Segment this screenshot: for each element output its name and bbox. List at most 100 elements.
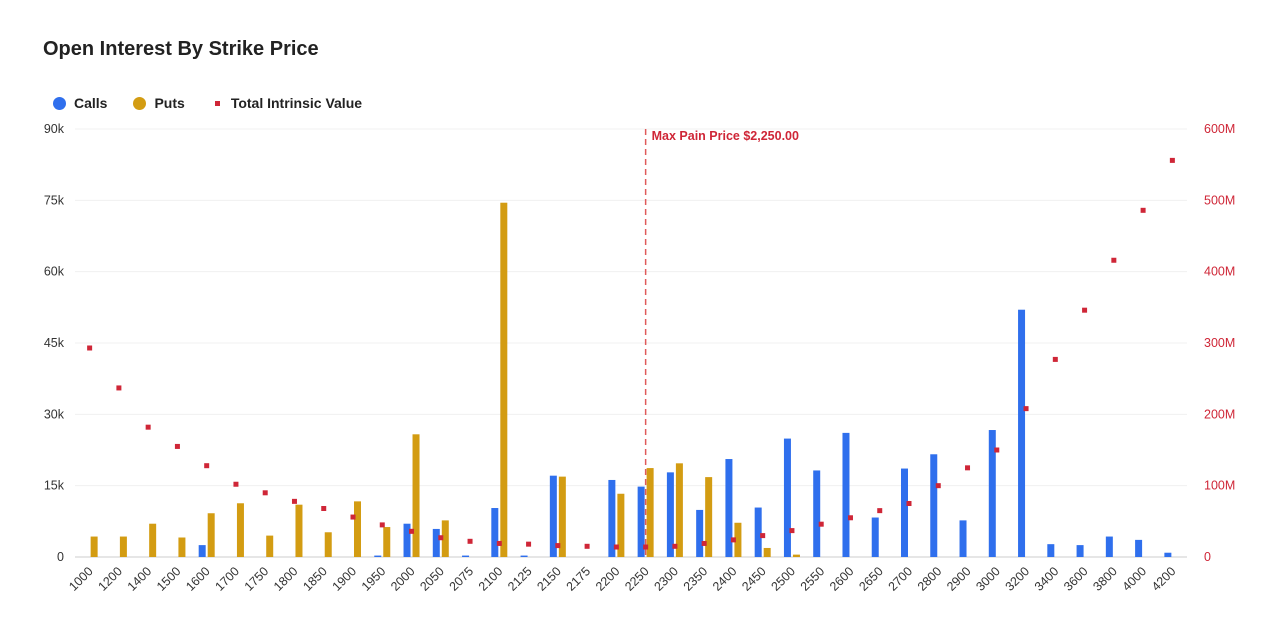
x-tick-label: 2500 — [769, 564, 799, 594]
point-intrinsic-value — [847, 515, 853, 521]
x-tick-label: 2600 — [827, 564, 857, 594]
x-tick-label: 1200 — [95, 564, 125, 594]
x-tick-label: 2450 — [739, 564, 769, 594]
bar-calls — [374, 555, 382, 557]
point-intrinsic-value — [116, 385, 122, 391]
point-intrinsic-value — [438, 535, 444, 541]
point-intrinsic-value — [1023, 406, 1029, 412]
x-tick-label: 2650 — [856, 564, 886, 594]
x-tick-label: 2050 — [417, 564, 447, 594]
bar-puts — [675, 463, 683, 557]
bar-puts — [236, 503, 244, 557]
point-intrinsic-value — [555, 543, 561, 549]
point-intrinsic-value — [994, 447, 1000, 453]
x-tick-label: 1600 — [183, 564, 213, 594]
point-intrinsic-value — [409, 528, 415, 534]
point-intrinsic-value — [379, 522, 385, 528]
bar-puts — [734, 522, 742, 557]
x-tick-label: 2100 — [476, 564, 506, 594]
x-tick-label: 1900 — [330, 564, 360, 594]
x-tick-label: 1750 — [242, 564, 272, 594]
bar-puts — [149, 523, 157, 557]
legend-intrinsic-label: Total Intrinsic Value — [230, 95, 363, 111]
x-tick-label: 2900 — [944, 564, 974, 594]
x-tick-label: 2075 — [447, 564, 477, 594]
bar-calls — [666, 472, 674, 557]
legend-item-puts[interactable]: Puts — [133, 95, 185, 111]
point-intrinsic-value — [760, 533, 766, 539]
bar-calls — [1018, 309, 1026, 557]
x-tick-label: 3400 — [1032, 564, 1062, 594]
x-tick-label: 3600 — [1061, 564, 1091, 594]
point-intrinsic-value — [1140, 207, 1146, 213]
y-left-tick-label: 0 — [57, 550, 64, 564]
point-intrinsic-value — [526, 541, 532, 547]
point-intrinsic-value — [643, 544, 649, 550]
y-right-tick-label: 100M — [1204, 479, 1235, 493]
bar-calls — [1164, 552, 1172, 557]
point-intrinsic-value — [321, 505, 327, 511]
point-intrinsic-value — [906, 501, 912, 506]
bar-calls — [901, 468, 908, 557]
x-tick-label: 3000 — [973, 564, 1003, 594]
bar-calls — [725, 459, 733, 557]
x-tick-label: 1000 — [66, 564, 96, 594]
bar-calls — [520, 555, 528, 557]
x-tick-label: 2000 — [388, 564, 418, 594]
bar-puts — [266, 535, 274, 557]
x-tick-label: 2125 — [505, 564, 535, 594]
y-right-tick-label: 600M — [1204, 122, 1235, 136]
bar-calls — [988, 430, 996, 557]
bar-calls — [608, 479, 616, 557]
y-left-tick-label: 75k — [44, 193, 65, 207]
x-tick-label: 1800 — [271, 564, 301, 594]
point-intrinsic-value — [701, 540, 707, 546]
x-tick-label: 1850 — [300, 564, 330, 594]
x-tick-label: 1700 — [213, 564, 243, 594]
point-intrinsic-value — [789, 528, 795, 534]
x-tick-label: 3200 — [1003, 564, 1033, 594]
x-tick-label: 4200 — [1149, 564, 1179, 594]
point-intrinsic-value — [467, 538, 473, 544]
x-tick-label: 1950 — [359, 564, 389, 594]
bar-calls — [462, 555, 470, 557]
x-tick-label: 2400 — [710, 564, 740, 594]
bar-puts — [324, 532, 332, 557]
bar-puts — [90, 536, 98, 557]
point-intrinsic-value — [613, 544, 619, 550]
legend-item-calls[interactable]: Calls — [53, 95, 107, 111]
point-intrinsic-value — [262, 490, 268, 496]
legend-calls-label: Calls — [74, 95, 108, 111]
y-right-tick-label: 0 — [1204, 550, 1211, 564]
point-intrinsic-value — [174, 443, 180, 449]
bar-calls — [1047, 544, 1055, 557]
point-intrinsic-value — [350, 514, 356, 520]
point-intrinsic-value — [818, 521, 824, 527]
bar-calls — [1105, 536, 1113, 557]
max-pain-label: Max Pain Price $2,250.00 — [652, 129, 799, 143]
point-intrinsic-value — [672, 543, 678, 549]
bar-calls — [1135, 539, 1143, 557]
x-tick-label: 2700 — [886, 564, 916, 594]
point-intrinsic-value — [877, 508, 883, 514]
bar-puts — [792, 554, 800, 557]
bar-puts — [383, 527, 391, 557]
point-intrinsic-value — [1082, 307, 1088, 313]
y-right-tick-label: 400M — [1204, 265, 1235, 279]
bar-calls — [813, 470, 821, 557]
bar-calls — [549, 475, 557, 557]
x-tick-label: 1400 — [125, 564, 155, 594]
bar-puts — [295, 504, 303, 557]
legend-item-intrinsic[interactable]: Total Intrinsic Value — [211, 95, 362, 111]
bar-calls — [491, 508, 499, 557]
bar-puts — [558, 476, 566, 557]
x-tick-label: 2350 — [681, 564, 711, 594]
bar-puts — [705, 477, 713, 557]
point-intrinsic-value — [1052, 356, 1058, 362]
bar-puts — [500, 202, 508, 557]
point-intrinsic-value — [233, 481, 239, 487]
point-intrinsic-value — [1111, 257, 1117, 263]
point-intrinsic-value — [584, 543, 590, 549]
